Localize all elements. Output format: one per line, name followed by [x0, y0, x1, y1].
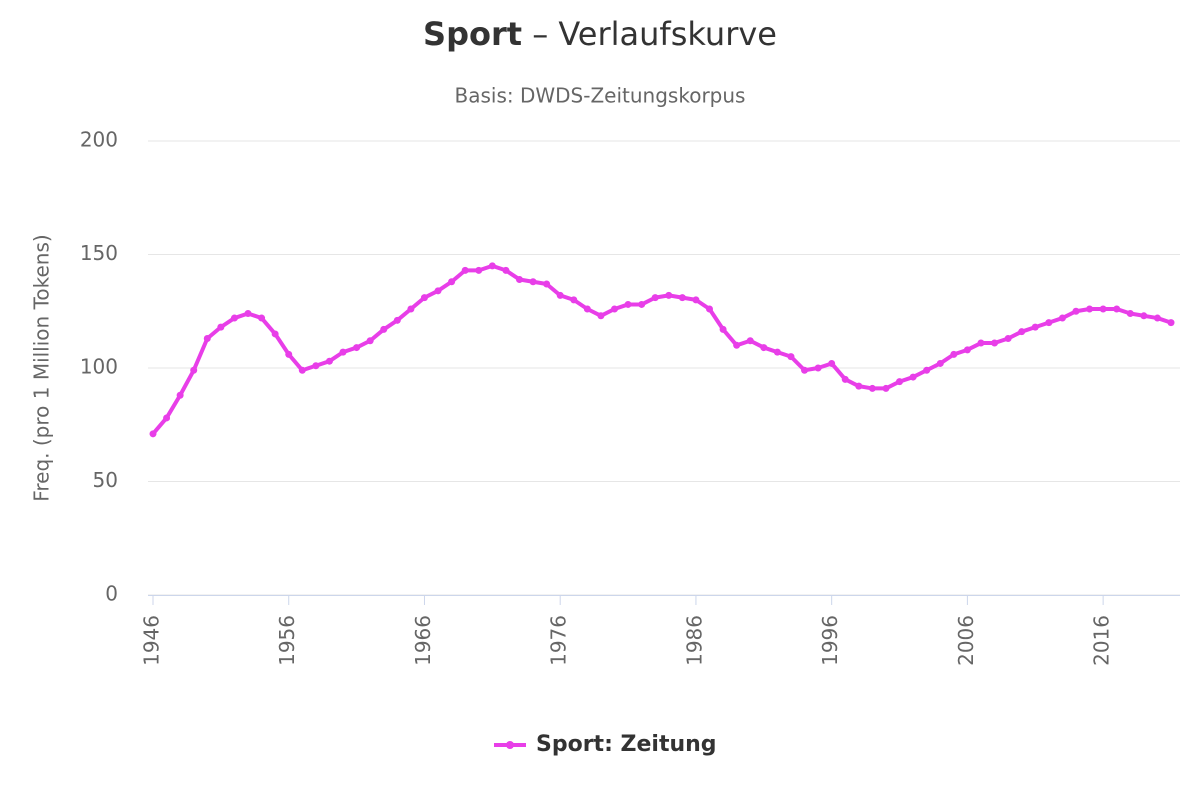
data-point [841, 375, 849, 383]
x-tick-label: 2006 [954, 615, 978, 666]
data-point [651, 294, 659, 302]
x-tick-label: 1956 [275, 615, 299, 666]
data-point [1018, 328, 1026, 336]
title-term: Sport [423, 15, 522, 53]
data-point [1126, 310, 1134, 318]
data-point [325, 357, 333, 365]
y-tick-label: 100 [80, 355, 118, 379]
data-point [1031, 323, 1039, 331]
data-point [339, 348, 347, 356]
data-point [298, 366, 306, 374]
title-rest: – Verlaufskurve [522, 15, 777, 53]
data-point [163, 414, 171, 422]
data-point [773, 348, 781, 356]
data-point [1086, 305, 1094, 313]
x-tick-label: 1976 [547, 615, 571, 666]
data-point [719, 325, 727, 333]
data-point [488, 262, 496, 270]
data-point [461, 266, 469, 274]
data-point [801, 366, 809, 374]
data-point [950, 350, 958, 358]
data-point [909, 373, 917, 381]
data-point [434, 287, 442, 295]
data-point [1072, 307, 1080, 315]
data-point [882, 384, 890, 392]
data-point [366, 337, 374, 345]
data-point [746, 337, 754, 345]
x-tick-label: 1946 [140, 615, 164, 666]
chart-title: Sport – Verlaufskurve [423, 15, 777, 53]
data-point [244, 310, 252, 318]
data-point [787, 353, 795, 361]
data-point [230, 314, 238, 322]
data-point [190, 366, 198, 374]
data-point [855, 382, 863, 390]
y-tick-label: 50 [93, 468, 118, 492]
x-tick-label: 1966 [411, 615, 435, 666]
data-point [203, 334, 211, 342]
data-point [868, 384, 876, 392]
y-tick-label: 0 [105, 582, 118, 606]
data-point [1045, 319, 1053, 327]
y-tick-label: 200 [80, 128, 118, 152]
data-point [624, 300, 632, 308]
data-point [380, 325, 388, 333]
data-point [896, 378, 904, 386]
x-tick-label: 1986 [682, 615, 706, 666]
data-point [706, 305, 714, 313]
y-axis-label: Freq. (pro 1 Million Tokens) [30, 234, 54, 501]
legend-item: Sport: Zeitung [494, 732, 717, 757]
data-point [828, 359, 836, 367]
data-point [515, 275, 523, 283]
data-point [420, 294, 428, 302]
legend-label: Sport: Zeitung [536, 732, 717, 757]
data-point [597, 312, 605, 320]
data-point [665, 291, 673, 299]
data-point [963, 346, 971, 354]
data-point [760, 344, 768, 352]
data-point [733, 341, 741, 349]
data-point [1113, 305, 1121, 313]
data-point [1167, 319, 1175, 327]
x-tick-label: 2016 [1090, 615, 1114, 666]
data-point [1140, 312, 1148, 320]
x-tick-label: 1996 [818, 615, 842, 666]
data-point [1099, 305, 1107, 313]
data-point [271, 330, 279, 338]
chart-subtitle: Basis: DWDS-Zeitungskorpus [455, 84, 746, 108]
data-point [977, 339, 985, 347]
data-point [1004, 334, 1012, 342]
data-point [353, 344, 361, 352]
legend-marker [506, 741, 514, 749]
data-point [678, 294, 686, 302]
data-point [149, 430, 157, 438]
data-point [1153, 314, 1161, 322]
data-point [583, 305, 591, 313]
data-point [1058, 314, 1066, 322]
data-point [529, 278, 537, 286]
data-point [638, 300, 646, 308]
data-point [312, 362, 320, 370]
data-point [991, 339, 999, 347]
data-point [407, 305, 415, 313]
data-point [448, 278, 456, 286]
data-point [814, 364, 822, 372]
data-point [556, 291, 564, 299]
data-point [936, 359, 944, 367]
data-point [176, 391, 184, 399]
data-point [570, 296, 578, 304]
data-point [285, 350, 293, 358]
data-point [393, 316, 401, 324]
y-tick-label: 150 [80, 241, 118, 265]
data-point [923, 366, 931, 374]
data-point [258, 314, 266, 322]
data-point [692, 296, 700, 304]
data-point [610, 305, 618, 313]
series-line [151, 263, 1173, 436]
data-point [217, 323, 225, 331]
data-point [475, 266, 483, 274]
data-point [543, 280, 551, 288]
data-point [502, 266, 510, 274]
